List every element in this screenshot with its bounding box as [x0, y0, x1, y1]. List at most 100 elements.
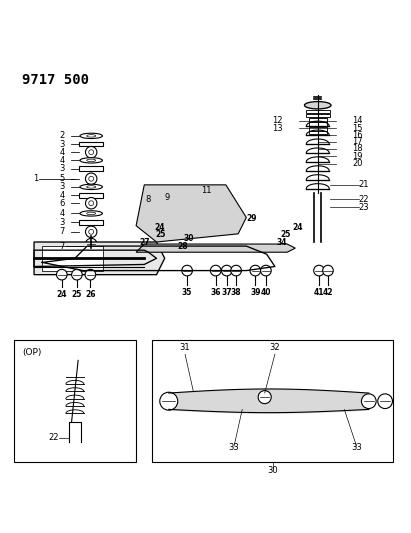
Circle shape — [85, 198, 97, 209]
Bar — [14, 340, 136, 463]
Circle shape — [89, 229, 94, 234]
Ellipse shape — [87, 159, 96, 161]
Text: 6: 6 — [59, 199, 65, 208]
Circle shape — [56, 269, 67, 280]
Text: 9: 9 — [165, 192, 170, 201]
Bar — [305, 110, 330, 114]
Polygon shape — [42, 246, 104, 271]
Circle shape — [378, 394, 393, 409]
Text: 21: 21 — [358, 180, 369, 189]
Ellipse shape — [87, 212, 96, 215]
Text: 25: 25 — [72, 290, 82, 299]
Text: 17: 17 — [353, 138, 363, 147]
Ellipse shape — [80, 211, 102, 216]
Text: 19: 19 — [353, 152, 363, 161]
Text: 3: 3 — [59, 182, 65, 191]
Text: 26: 26 — [85, 290, 96, 299]
Text: 33: 33 — [229, 443, 240, 452]
Ellipse shape — [87, 185, 96, 188]
Bar — [309, 127, 327, 131]
Text: 41: 41 — [314, 288, 324, 297]
Polygon shape — [136, 185, 246, 242]
Text: 25: 25 — [280, 230, 290, 239]
Text: 29: 29 — [246, 214, 256, 223]
Polygon shape — [136, 244, 296, 252]
Circle shape — [85, 173, 97, 184]
Text: 39: 39 — [250, 288, 261, 297]
Text: 3: 3 — [59, 164, 65, 173]
Circle shape — [261, 265, 271, 276]
Text: 24: 24 — [292, 223, 302, 232]
Text: 20: 20 — [353, 159, 363, 168]
Polygon shape — [34, 242, 165, 274]
Text: 3: 3 — [59, 218, 65, 227]
Ellipse shape — [87, 135, 96, 137]
Ellipse shape — [80, 184, 102, 190]
Circle shape — [160, 392, 178, 410]
Text: 4: 4 — [60, 148, 65, 157]
Circle shape — [222, 265, 232, 276]
Text: 2: 2 — [60, 131, 65, 140]
Circle shape — [361, 394, 376, 409]
Circle shape — [89, 176, 94, 181]
Text: 42: 42 — [323, 288, 333, 297]
Text: 11: 11 — [201, 187, 212, 196]
Text: 40: 40 — [261, 288, 271, 297]
Bar — [79, 142, 104, 147]
Text: 13: 13 — [272, 124, 283, 133]
Circle shape — [85, 238, 97, 250]
Circle shape — [210, 265, 221, 276]
Circle shape — [85, 269, 96, 280]
Circle shape — [85, 147, 97, 158]
Ellipse shape — [80, 133, 102, 139]
Bar — [79, 220, 104, 225]
Bar — [79, 192, 104, 198]
Circle shape — [258, 391, 271, 403]
Text: 18: 18 — [353, 144, 363, 154]
Circle shape — [182, 265, 192, 276]
Text: 7: 7 — [59, 227, 65, 236]
Bar — [309, 123, 327, 126]
Text: 32: 32 — [270, 343, 280, 352]
Text: 4: 4 — [60, 156, 65, 165]
Ellipse shape — [305, 102, 331, 109]
Text: 23: 23 — [358, 203, 369, 212]
Text: 22: 22 — [358, 195, 369, 204]
Text: 12: 12 — [272, 116, 283, 125]
Bar — [79, 166, 104, 171]
Text: 16: 16 — [353, 131, 363, 140]
Circle shape — [323, 265, 333, 276]
Circle shape — [85, 226, 97, 238]
Text: 25: 25 — [155, 230, 166, 239]
Bar — [309, 118, 327, 122]
Text: 1: 1 — [33, 174, 38, 183]
Text: 9717 500: 9717 500 — [22, 72, 89, 86]
Circle shape — [250, 265, 261, 276]
Text: 34: 34 — [277, 238, 288, 247]
Circle shape — [89, 150, 94, 155]
Text: 7: 7 — [59, 241, 65, 251]
Text: 8: 8 — [145, 195, 150, 204]
Text: 37: 37 — [222, 288, 232, 297]
Circle shape — [231, 265, 241, 276]
Bar — [305, 114, 330, 117]
Text: 30: 30 — [268, 466, 278, 475]
Text: (OP): (OP) — [22, 348, 41, 357]
Text: 24: 24 — [154, 223, 165, 232]
Circle shape — [72, 269, 82, 280]
Text: 27: 27 — [140, 238, 150, 247]
Text: 24: 24 — [57, 290, 67, 299]
Text: 30: 30 — [184, 234, 194, 243]
Ellipse shape — [80, 158, 102, 163]
Text: 4: 4 — [60, 209, 65, 218]
Text: 3: 3 — [59, 140, 65, 149]
Text: 22: 22 — [48, 433, 58, 442]
Bar — [309, 131, 327, 134]
Bar — [152, 340, 393, 463]
Text: 4: 4 — [60, 191, 65, 199]
Text: 38: 38 — [231, 288, 241, 297]
Text: 36: 36 — [210, 288, 221, 297]
Circle shape — [89, 201, 94, 206]
Text: 31: 31 — [180, 343, 190, 352]
Text: 33: 33 — [351, 443, 362, 452]
